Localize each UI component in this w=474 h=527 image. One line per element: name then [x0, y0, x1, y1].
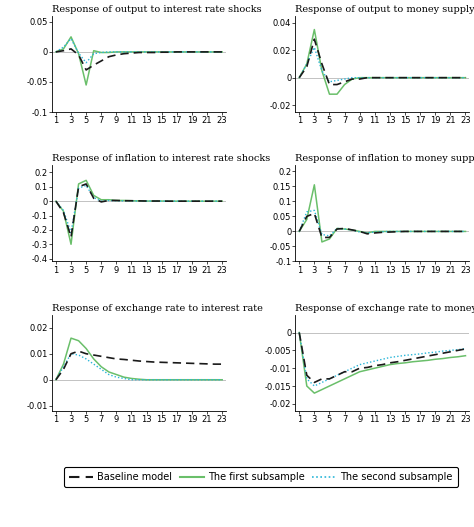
Legend: Baseline model, The first subsample, The second subsample: Baseline model, The first subsample, The… — [64, 467, 458, 487]
Text: Response of output to interest rate shocks: Response of output to interest rate shoc… — [52, 5, 262, 14]
Text: Response of inflation to interest rate shocks: Response of inflation to interest rate s… — [52, 154, 270, 163]
Text: Response of inflation to money supply: Response of inflation to money supply — [295, 154, 474, 163]
Text: Response of exchange rate to money supply: Response of exchange rate to money suppl… — [295, 304, 474, 313]
Text: Response of exchange rate to interest rate: Response of exchange rate to interest ra… — [52, 304, 263, 313]
Text: Response of output to money supply shocks: Response of output to money supply shock… — [295, 5, 474, 14]
